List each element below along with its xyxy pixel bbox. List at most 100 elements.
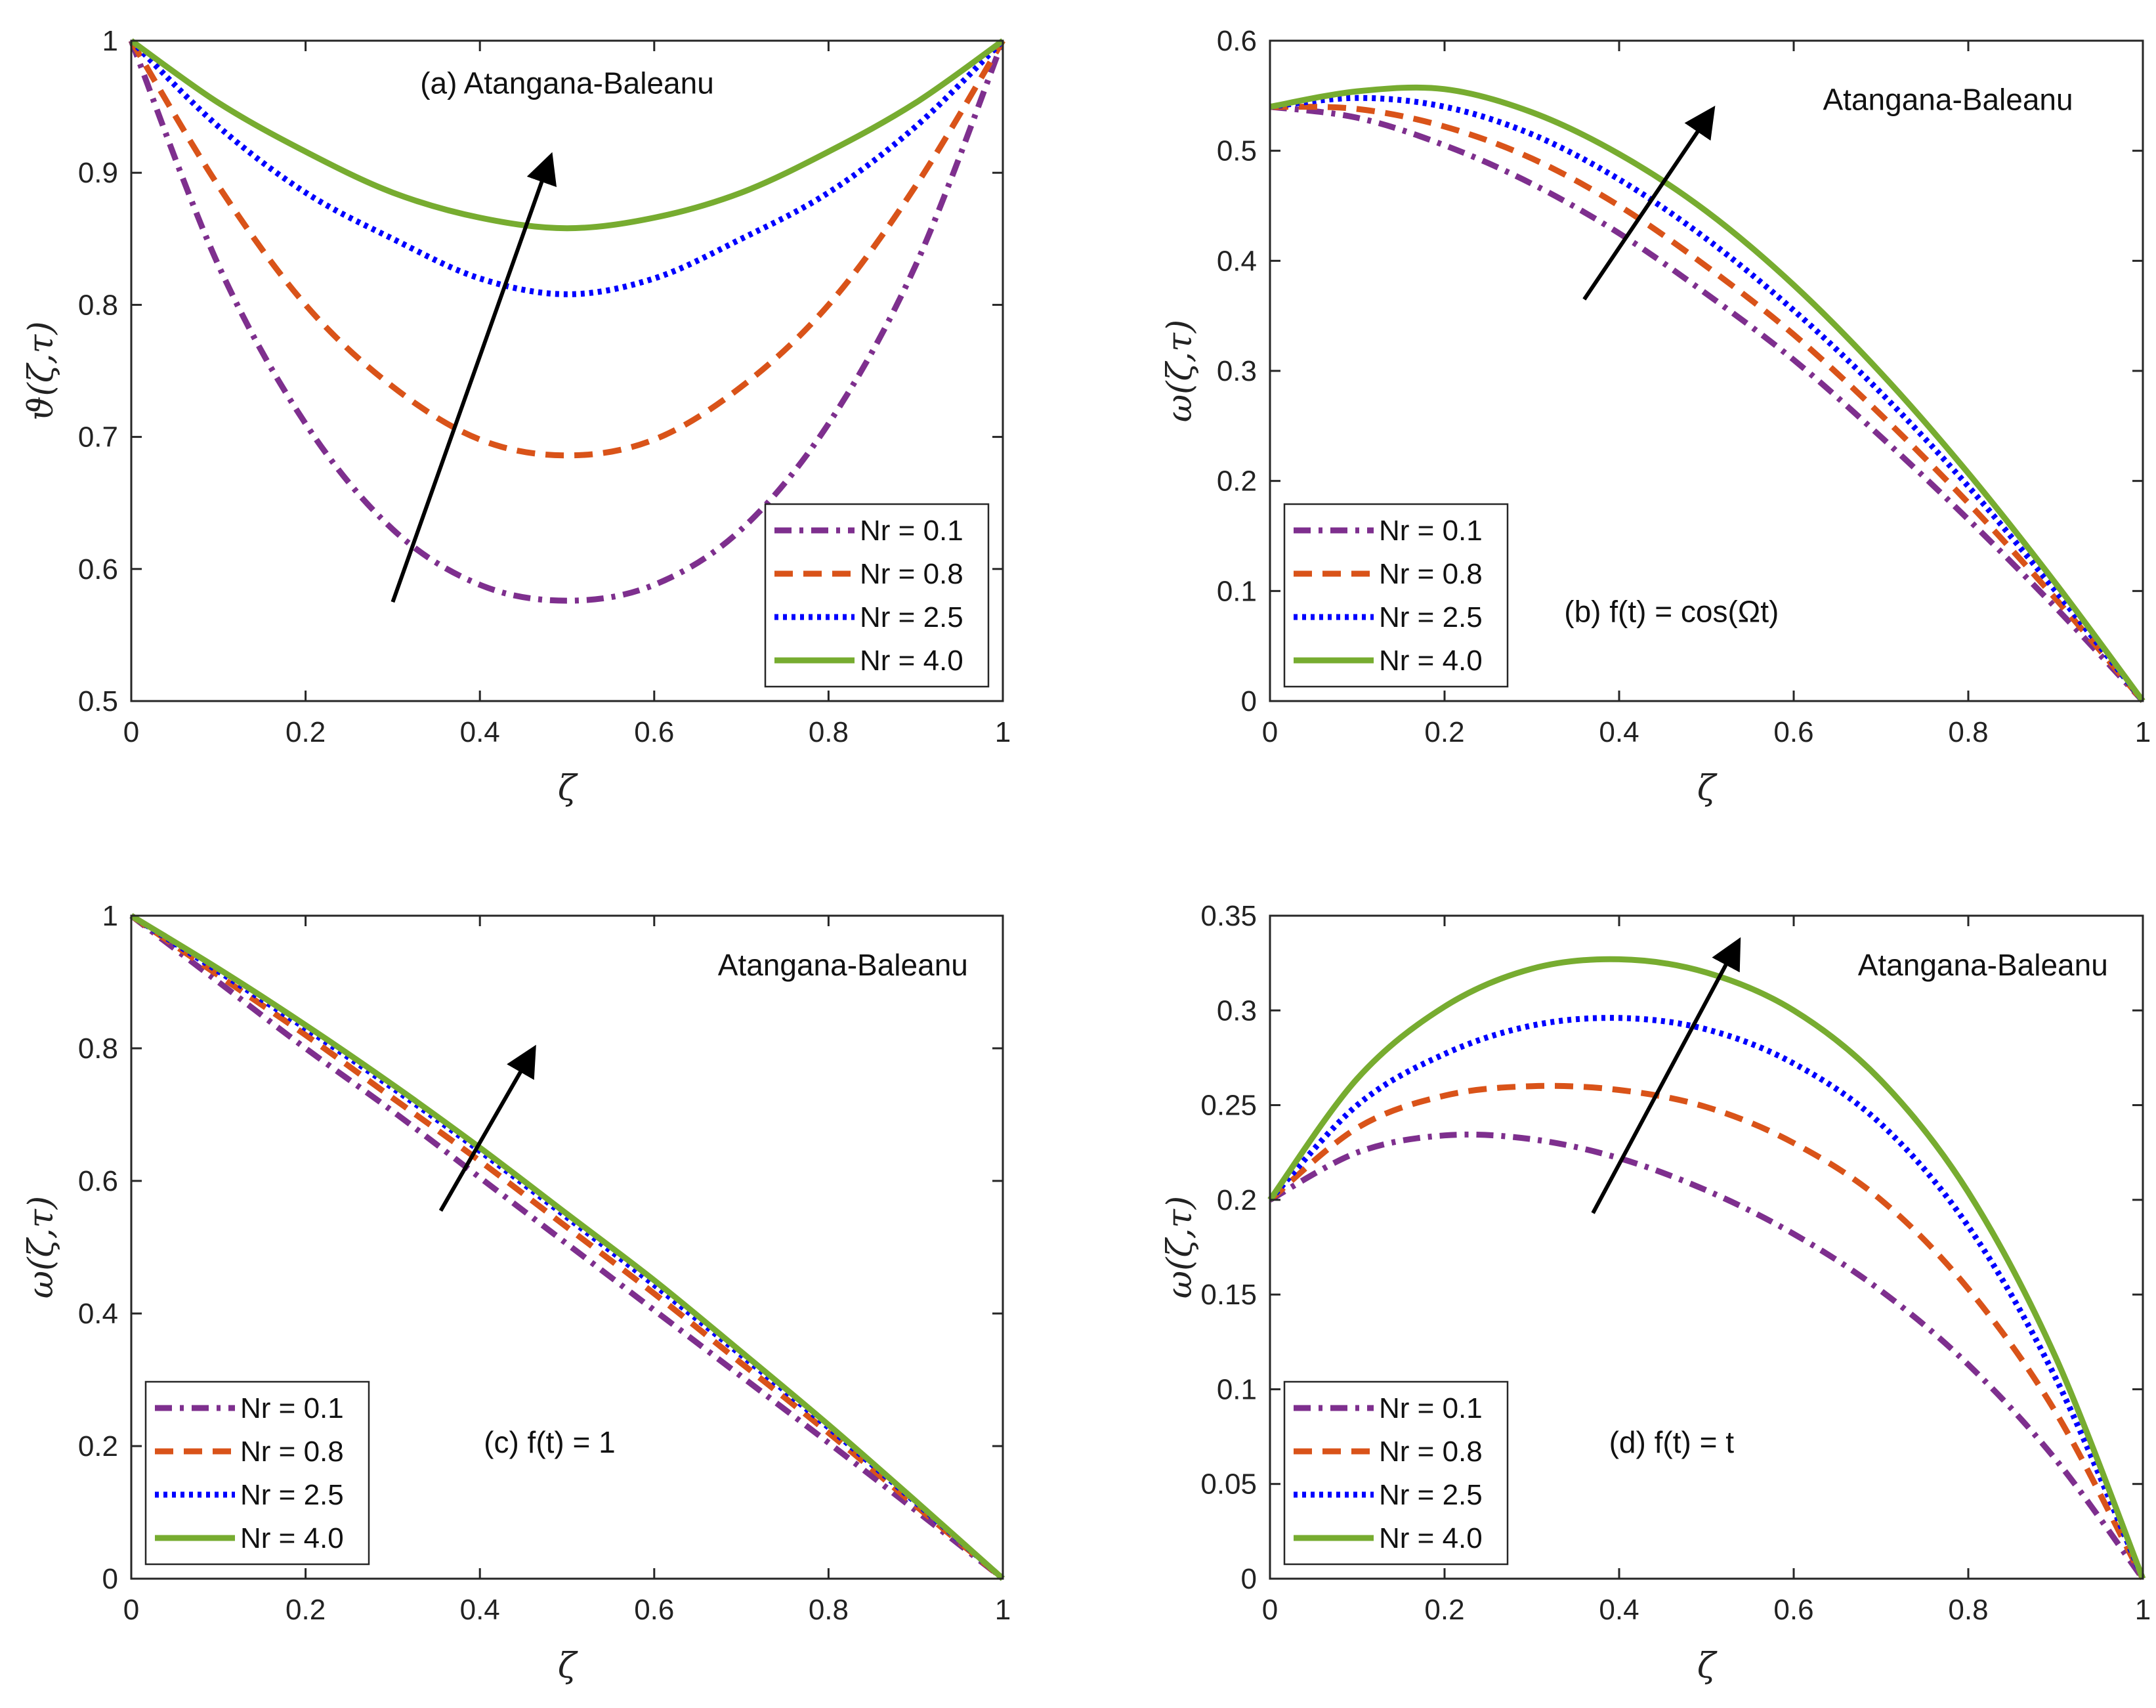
x-tick-label: 0.6 — [634, 716, 674, 748]
legend-label: Nr = 0.8 — [860, 558, 963, 590]
legend-label: Nr = 0.1 — [240, 1392, 344, 1424]
y-tick-label: 0.25 — [1200, 1090, 1257, 1122]
x-tick-label: 0.2 — [1424, 716, 1464, 748]
y-axis-label: ω(ζ,τ) — [22, 1196, 61, 1298]
legend-label: Nr = 4.0 — [1379, 645, 1483, 677]
series-line-b-2 — [1269, 104, 2145, 703]
chart-panel-b: 0 0.2 0.4 0.6 0.8 1 0 0.1 0.2 0.3 0.4 0.5 0.6 ζ ω(ζ,τ)… — [1160, 25, 2151, 808]
y-tick-label: 0.2 — [1217, 465, 1257, 498]
chart-panel-d: 0 0.2 0.4 0.6 0.8 1 0 0.05 0.1 0.15 0.2 0.25 0.3 0.35… — [1160, 900, 2151, 1686]
x-tick-label: 0.4 — [1599, 1594, 1639, 1626]
x-tick-label: 0 — [123, 716, 139, 748]
trend-arrow — [438, 1044, 536, 1212]
y-tick-label: 0.8 — [78, 1033, 118, 1065]
y-tick-label: 0.9 — [78, 157, 118, 189]
legend-label: Nr = 0.8 — [1379, 1436, 1483, 1468]
y-tick-label: 0.7 — [78, 421, 118, 454]
y-tick-label: 1 — [102, 900, 118, 932]
annotation-text: Atangana-Baleanu — [1823, 83, 2073, 117]
y-tick-label: 0.3 — [1217, 994, 1257, 1027]
y-tick-label: 0.35 — [1200, 900, 1257, 932]
axes-frame — [130, 39, 1004, 702]
y-tick-label: 0.2 — [1217, 1184, 1257, 1216]
series-line-a-3 — [129, 38, 1005, 297]
x-axis-label: ζ — [558, 1646, 578, 1686]
chart-panel-a: 0 0.2 0.4 0.6 0.8 1 0.5 0.6 0.7 0.8 0.9 1 ζ ϑ(ζ,τ) (a)… — [22, 25, 1011, 808]
x-tick-label: 0.4 — [460, 716, 500, 748]
legend: Nr = 0.1 Nr = 0.8 Nr = 2.5 Nr = 4.0 — [1283, 503, 1509, 688]
legend-label: Nr = 0.1 — [1379, 1392, 1483, 1424]
annotation-text: (a) Atangana-Baleanu — [420, 66, 714, 100]
x-tick-label: 0.4 — [1599, 716, 1639, 748]
axes-frame — [130, 914, 1004, 1580]
y-tick-label: 0.05 — [1200, 1468, 1257, 1501]
y-tick-label: 0.1 — [1217, 575, 1257, 607]
legend: Nr = 0.1 Nr = 0.8 Nr = 2.5 Nr = 4.0 — [764, 503, 990, 688]
x-tick-label: 1 — [2135, 1594, 2151, 1626]
series-line-b-3 — [1269, 95, 2145, 703]
series-line-d-3 — [1267, 1015, 2146, 1580]
y-tick-label: 0.4 — [1217, 245, 1257, 277]
x-tick-label: 0.6 — [634, 1594, 674, 1626]
legend-label: Nr = 2.5 — [240, 1479, 344, 1511]
series-line-d-2 — [1268, 1082, 2145, 1581]
trend-arrow — [1591, 937, 1741, 1214]
x-tick-label: 0.4 — [460, 1594, 500, 1626]
x-tick-label: 0.8 — [809, 1594, 849, 1626]
x-tick-label: 0.2 — [285, 716, 326, 748]
x-axis-label: ζ — [1697, 769, 1718, 808]
y-tick-label: 0.4 — [78, 1298, 118, 1330]
series-line-c-1 — [129, 913, 1005, 1581]
y-tick-label: 0.8 — [78, 289, 118, 321]
legend-label: Nr = 2.5 — [860, 601, 963, 633]
y-tick-label: 0.3 — [1217, 355, 1257, 387]
x-tick-label: 0.8 — [1948, 716, 1988, 748]
legend: Nr = 0.1 Nr = 0.8 Nr = 2.5 Nr = 4.0 — [144, 1380, 370, 1566]
legend-label: Nr = 4.0 — [240, 1522, 344, 1554]
legend-box — [1283, 503, 1509, 688]
series-line-d-4 — [1267, 956, 2146, 1580]
legend-box — [144, 1380, 370, 1566]
y-tick-label: 0.6 — [1217, 25, 1257, 57]
trend-arrow — [1582, 106, 1716, 301]
y-tick-label: 0.5 — [1217, 135, 1257, 167]
trend-arrow — [391, 152, 557, 603]
legend-box — [1283, 1380, 1509, 1566]
legend-label: Nr = 0.1 — [1379, 515, 1483, 547]
legend-label: Nr = 0.8 — [1379, 558, 1483, 590]
series-line-d-1 — [1268, 1131, 2145, 1581]
x-axis-label: ζ — [1697, 1646, 1718, 1686]
y-tick-label: 0.1 — [1217, 1373, 1257, 1405]
y-tick-label: 0.15 — [1200, 1279, 1257, 1311]
series-line-c-2 — [129, 913, 1005, 1581]
series-line-a-4 — [129, 38, 1005, 232]
x-tick-label: 1 — [995, 716, 1011, 748]
legend-label: Nr = 4.0 — [860, 645, 963, 677]
y-axis-label: ω(ζ,τ) — [1160, 320, 1200, 422]
annotation-text: (b) f(t) = cos(Ωt) — [1564, 594, 1779, 628]
x-tick-label: 0.8 — [809, 716, 849, 748]
x-tick-label: 0.2 — [1424, 1594, 1464, 1626]
x-tick-label: 0 — [1262, 716, 1278, 748]
y-tick-label: 0 — [102, 1563, 118, 1595]
x-tick-label: 0.6 — [1773, 716, 1813, 748]
legend-label: Nr = 0.1 — [860, 515, 963, 547]
y-axis-label: ϑ(ζ,τ) — [22, 321, 61, 420]
series-line-c-4 — [129, 913, 1005, 1581]
legend-label: Nr = 0.8 — [240, 1436, 344, 1468]
y-tick-label: 0.5 — [78, 685, 118, 717]
legend: Nr = 0.1 Nr = 0.8 Nr = 2.5 Nr = 4.0 — [1283, 1380, 1509, 1566]
legend-label: Nr = 2.5 — [1379, 1479, 1483, 1511]
series-line-a-1 — [128, 39, 1006, 604]
x-tick-label: 0 — [1262, 1594, 1278, 1626]
x-tick-label: 0 — [123, 1594, 139, 1626]
y-tick-label: 0.6 — [78, 1165, 118, 1197]
y-tick-label: 0 — [1241, 1563, 1257, 1595]
x-tick-label: 1 — [2135, 716, 2151, 748]
x-tick-label: 0.2 — [285, 1594, 326, 1626]
x-tick-label: 1 — [995, 1594, 1011, 1626]
y-axis-label: ω(ζ,τ) — [1160, 1196, 1200, 1298]
y-tick-label: 0.2 — [78, 1430, 118, 1462]
y-tick-label: 0 — [1241, 685, 1257, 717]
annotation-text: Atangana-Baleanu — [1858, 948, 2108, 982]
